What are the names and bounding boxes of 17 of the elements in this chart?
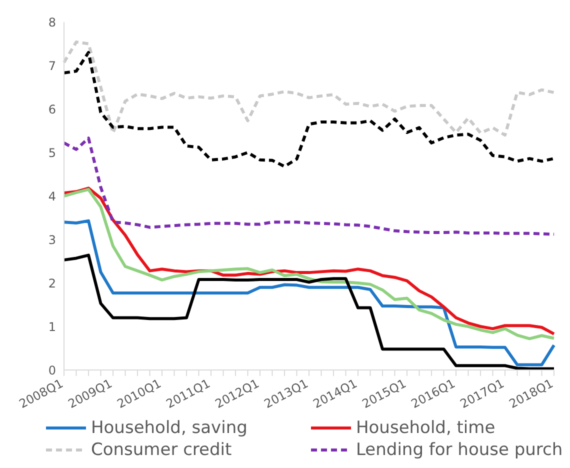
legend-label: Lending for house purch [356, 440, 563, 460]
line-series [62, 40, 556, 137]
y-tick-label: 2 [48, 276, 56, 290]
y-tick-label: 4 [48, 189, 56, 204]
y-tick-label: 3 [48, 232, 56, 247]
y-tick-label: 6 [48, 102, 56, 116]
legend-label: Household, saving [91, 418, 248, 438]
y-tick-label: 8 [48, 15, 56, 30]
y-tick-label: 7 [48, 58, 56, 73]
y-tick-label: 1 [48, 320, 56, 334]
line-series [62, 136, 556, 236]
legend-label: Household, time [356, 418, 496, 438]
y-tick-label: 5 [48, 146, 56, 160]
legend-label: Consumer credit [91, 440, 232, 460]
y-tick-label: 0 [48, 363, 56, 378]
line-series [62, 219, 556, 366]
line-series [62, 50, 556, 168]
